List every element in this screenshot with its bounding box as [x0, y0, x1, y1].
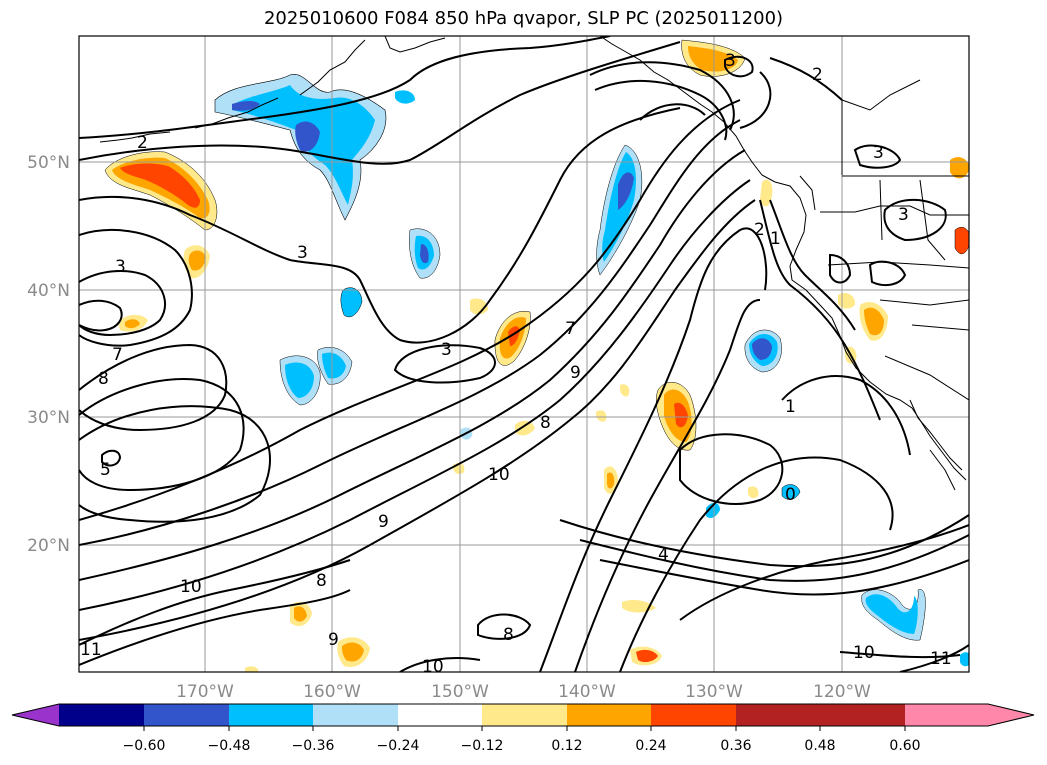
colorbar-segment-last [820, 704, 905, 726]
contour-label: 2 [137, 133, 148, 153]
contour-label: 11 [80, 640, 102, 660]
lat-label-20n: 20°N [27, 536, 70, 556]
contour-label: 7 [565, 319, 576, 339]
contour-label: 8 [540, 413, 551, 433]
lon-label-150w: 150°W [431, 682, 489, 702]
colorbar-extend-low [12, 704, 59, 726]
colorbar-tick-label: −0.48 [208, 738, 251, 754]
contour-label: 3 [873, 143, 884, 163]
colorbar-segment-pink [905, 704, 988, 726]
colorbar: −0.60 −0.48 −0.36 −0.24 −0.12 0.12 0.24 … [11, 703, 1035, 754]
lat-label-40n: 40°N [27, 281, 70, 301]
colorbar-segment [313, 704, 398, 726]
colorbar-segment [567, 704, 651, 726]
contour-label: 0 [785, 485, 796, 505]
colorbar-outline [11, 703, 1035, 727]
colorbar-tick-label: 0.24 [635, 738, 666, 754]
contour-label: 8 [316, 571, 327, 591]
longitude-labels: 170°W 160°W 150°W 140°W 130°W 120°W [176, 682, 871, 702]
contour-label: 10 [422, 657, 444, 677]
contour-label: 7 [112, 345, 123, 365]
colorbar-segment [398, 704, 482, 726]
contour-label: 9 [328, 630, 339, 650]
colorbar-tick-label: −0.60 [123, 738, 166, 754]
colorbar-tick-label: −0.12 [461, 738, 504, 754]
contour-label: 4 [658, 545, 669, 565]
lon-label-170w: 170°W [176, 682, 234, 702]
contour-label: 3 [115, 257, 126, 277]
colorbar-tick-label: 0.48 [804, 738, 835, 754]
contour-label: 8 [98, 369, 109, 389]
latitude-labels: 50°N 40°N 30°N 20°N [27, 153, 70, 556]
slp-contours [79, 36, 969, 672]
colorbar-ticks [143, 726, 906, 731]
contour-label: 10 [853, 643, 875, 663]
contour-label: 3 [725, 51, 736, 71]
contour-label: 2 [812, 65, 823, 85]
colorbar-tick-label: 0.60 [889, 738, 920, 754]
contour-label: 1 [785, 397, 796, 417]
colorbar-segment [736, 704, 820, 726]
contour-label: 9 [570, 363, 581, 383]
contour-label: 10 [180, 577, 202, 597]
contour-label: 3 [441, 340, 452, 360]
contour-label: 2 [754, 220, 765, 240]
colorbar-segment [229, 704, 313, 726]
contour-label: 11 [930, 649, 952, 669]
contour-label: 3 [898, 205, 909, 225]
colorbar-segment [651, 704, 736, 726]
colorbar-segment [144, 704, 229, 726]
colorbar-segment [59, 704, 144, 726]
contour-label: 8 [503, 625, 514, 645]
lon-label-160w: 160°W [303, 682, 361, 702]
colorbar-tick-label: 0.36 [720, 738, 751, 754]
contour-labels: 2 2 3 3 3 3 3 3 2 1 1 7 8 5 9 10 8 7 9 9… [80, 51, 952, 677]
colorbar-tick-label: −0.24 [377, 738, 420, 754]
colorbar-tick-label: 0.12 [551, 738, 582, 754]
lat-label-50n: 50°N [27, 153, 70, 173]
colorbar-segment [482, 704, 567, 726]
lon-label-130w: 130°W [685, 682, 743, 702]
lat-label-30n: 30°N [27, 408, 70, 428]
colorbar-tick-label: −0.36 [292, 738, 335, 754]
anomaly-shading [104, 39, 969, 672]
map-title: 2025010600 F084 850 hPa qvapor, SLP PC (… [263, 8, 784, 29]
lon-label-140w: 140°W [558, 682, 616, 702]
colorbar-extend-high [988, 704, 1034, 726]
contour-label: 1 [770, 229, 781, 249]
contour-label: 10 [488, 465, 510, 485]
lon-label-120w: 120°W [813, 682, 871, 702]
contour-label: 9 [378, 512, 389, 532]
contour-label: 5 [100, 460, 111, 480]
contour-label: 3 [297, 243, 308, 263]
map-content: 2 2 3 3 3 3 3 3 2 1 1 7 8 5 9 10 8 7 9 9… [79, 36, 969, 677]
map-frame [78, 35, 970, 673]
